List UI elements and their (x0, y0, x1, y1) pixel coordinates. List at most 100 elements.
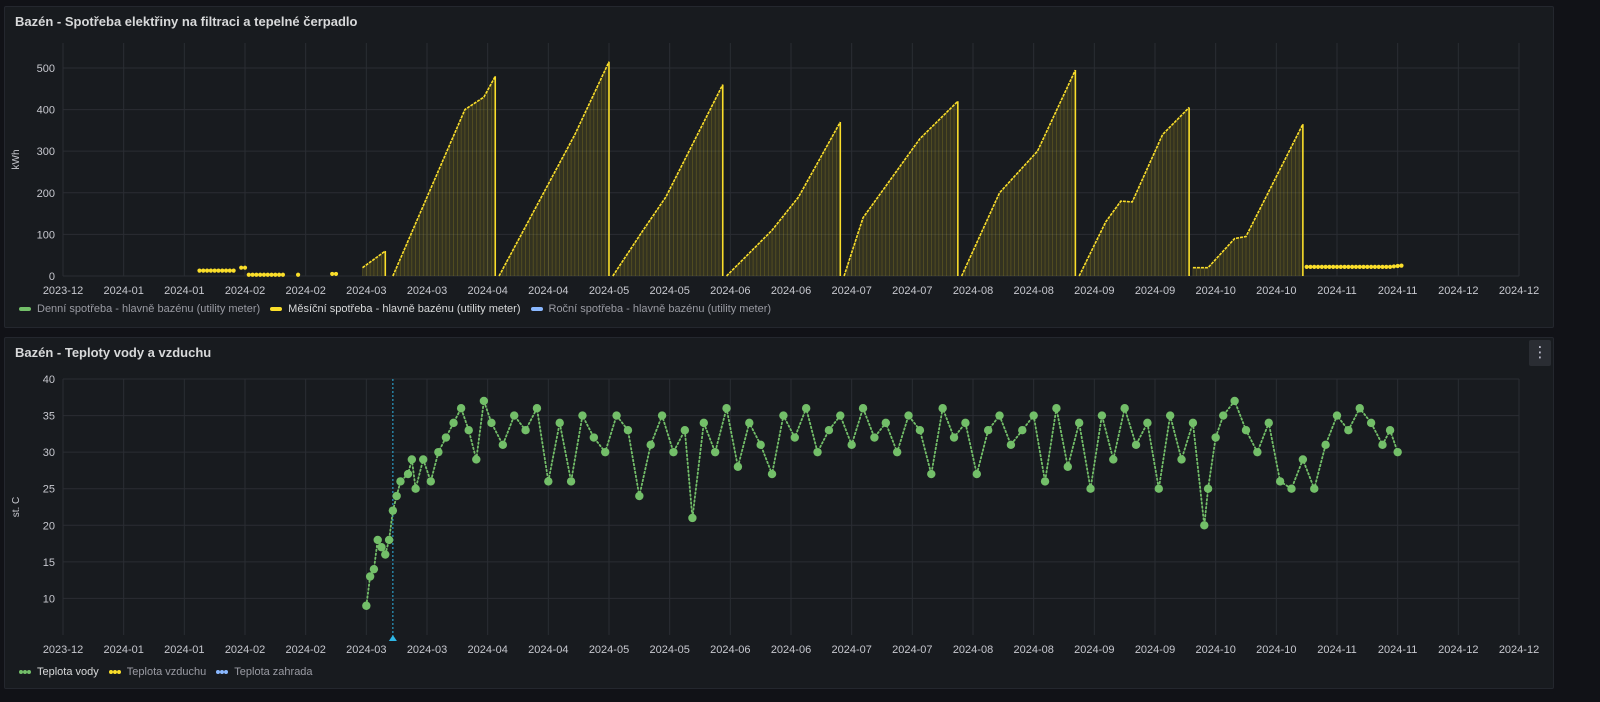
x-tick-label: 2024-01 (164, 644, 204, 656)
series-line (1078, 106, 1190, 277)
data-point (1376, 264, 1381, 269)
x-tick-label: 2024-05 (589, 644, 629, 656)
x-tick-label: 2024-05 (649, 285, 689, 297)
data-point (1344, 426, 1353, 435)
legend-label: Teplota vody (37, 666, 99, 678)
y-axis-label: kWh (11, 150, 22, 170)
data-point (836, 411, 845, 420)
data-point (365, 572, 375, 581)
data-point (464, 426, 473, 435)
more-vertical-icon[interactable]: ⋮ (1529, 340, 1551, 366)
data-point (269, 272, 274, 277)
x-tick-label: 2024-10 (1195, 644, 1235, 656)
data-point (847, 440, 856, 450)
data-point (330, 271, 335, 277)
legend-swatch (216, 670, 229, 674)
panel-title[interactable]: Bazén - Spotřeba elektřiny na filtraci a… (15, 14, 358, 29)
data-point (231, 268, 236, 273)
data-point (258, 272, 263, 277)
x-tick-label: 2024-07 (831, 285, 871, 297)
data-point (1380, 264, 1385, 269)
y-tick-label: 100 (37, 229, 55, 241)
data-point (938, 404, 947, 413)
legend-item[interactable]: Teplota vody (19, 666, 99, 678)
x-tick-label: 2024-11 (1378, 644, 1418, 656)
data-point (1211, 433, 1220, 442)
x-tick-label: 2024-05 (649, 644, 689, 656)
legend-item[interactable]: Měsíční spotřeba - hlavně bazénu (utilit… (270, 303, 521, 315)
data-point (1230, 396, 1239, 406)
data-point (657, 411, 667, 420)
y-tick-label: 400 (37, 105, 55, 117)
x-tick-label: 2024-12 (1438, 285, 1478, 297)
data-point (1319, 264, 1324, 269)
energy-legend: Denní spotřeba - hlavně bazénu (utility … (19, 303, 771, 315)
data-point (1332, 411, 1342, 420)
grid (62, 378, 1520, 635)
series-line (362, 250, 386, 269)
temperature-chart[interactable]: 10 15 20 25 30 35 40 2023-12 2024-01 2024-01 2024-… (5, 338, 1555, 690)
x-tick-label: 2024-09 (1074, 285, 1114, 297)
legend-label: Měsíční spotřeba - hlavně bazénu (utilit… (288, 303, 521, 315)
data-point (1074, 418, 1084, 428)
data-point (456, 404, 466, 413)
y-tick-label: 200 (37, 188, 55, 200)
data-point (201, 268, 206, 273)
data-point (722, 404, 731, 413)
data-point (1350, 264, 1355, 269)
data-point (1361, 264, 1366, 269)
data-point (208, 268, 213, 273)
data-point (434, 447, 443, 457)
series-line (843, 100, 959, 277)
data-point (972, 469, 981, 479)
area-fill (726, 122, 841, 276)
data-point (904, 411, 913, 420)
data-point (612, 411, 621, 420)
data-point (1391, 264, 1396, 269)
data-point (669, 447, 678, 457)
data-point (441, 433, 451, 442)
data-point (261, 272, 267, 277)
data-point (1131, 440, 1141, 450)
data-point (824, 426, 834, 435)
data-point (1165, 411, 1175, 420)
energy-panel: Bazén - Spotřeba elektřiny na filtraci a… (4, 6, 1554, 328)
x-tick-label: 2023-12 (43, 644, 83, 656)
y-tick-label: 40 (43, 374, 55, 386)
data-point (1018, 426, 1027, 435)
data-point (892, 447, 902, 457)
data-point (521, 426, 530, 435)
data-point (1346, 264, 1351, 269)
x-tick-label: 2024-10 (1195, 285, 1235, 297)
x-tick-label: 2024-06 (710, 285, 750, 297)
legend-swatch (530, 307, 543, 311)
data-point (242, 265, 248, 270)
data-point (1342, 264, 1347, 269)
legend-item[interactable]: Teplota vzduchu (108, 666, 206, 678)
energy-chart[interactable]: 0 100 200 300 400 500 2023-12 2024-01 2024-01 202… (5, 7, 1555, 329)
y-tick-label: 35 (43, 411, 55, 423)
data-point (995, 411, 1004, 420)
data-point (373, 535, 382, 545)
legend-item[interactable]: Teplota zahrada (216, 666, 313, 678)
y-tick-label: 300 (37, 146, 55, 158)
x-tick-label: 2024-06 (771, 644, 811, 656)
data-point (1369, 264, 1374, 269)
data-point (915, 426, 925, 435)
legend-item[interactable]: Denní spotřeba - hlavně bazénu (utility … (19, 303, 260, 315)
area-fill (362, 251, 386, 276)
panel-title[interactable]: Bazén - Teploty vody a vzduchu (15, 345, 212, 360)
x-tick-label: 2024-09 (1135, 644, 1175, 656)
data-point (392, 491, 401, 501)
area-fill (392, 76, 496, 277)
series-line (612, 84, 724, 277)
data-point (254, 272, 259, 277)
y-tick-label: 30 (43, 447, 55, 459)
x-tick-label: 2024-04 (467, 644, 507, 656)
series-line (392, 75, 496, 277)
data-point (1353, 264, 1359, 269)
area-fill (844, 101, 958, 276)
data-point (479, 396, 489, 406)
legend-item[interactable]: Roční spotřeba - hlavně bazénu (utility … (530, 303, 771, 315)
data-point (1384, 264, 1389, 269)
